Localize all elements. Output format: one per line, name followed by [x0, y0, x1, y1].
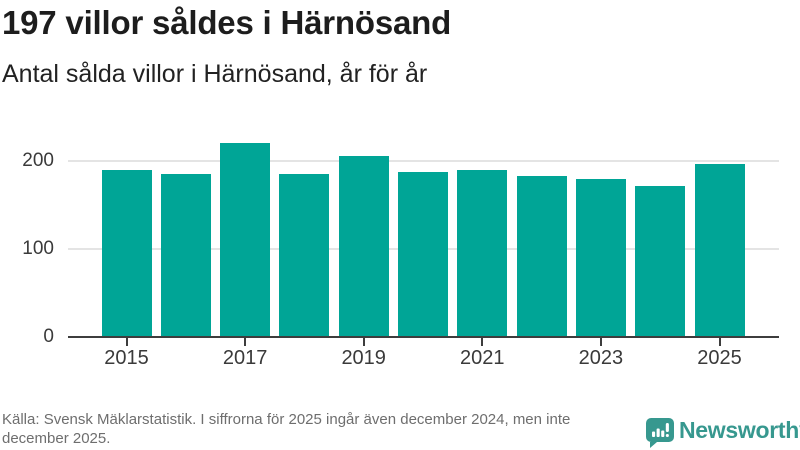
- gridline-200: [68, 160, 779, 162]
- x-tick-2025: [718, 337, 721, 346]
- bar-2021: [457, 169, 508, 337]
- x-tick-label-2019: 2019: [341, 347, 386, 369]
- x-tick-2019: [362, 337, 365, 346]
- x-tick-label-2017: 2017: [222, 347, 268, 369]
- newsworthy-logo: Newsworthy: [646, 416, 800, 448]
- x-tick-2021: [481, 337, 484, 346]
- x-tick-label-2025: 2025: [697, 347, 742, 369]
- x-tick-label-2023: 2023: [578, 347, 624, 369]
- x-tick-2017: [244, 337, 247, 346]
- y-tick-label-100: 100: [22, 237, 54, 259]
- bar-2016: [160, 174, 211, 337]
- bar-2022: [516, 175, 567, 337]
- brand-name: Newsworthy: [679, 417, 800, 443]
- bar-2017: [220, 142, 271, 337]
- source-note: Källa: Svensk Mäklarstatistik. I siffror…: [2, 411, 571, 448]
- y-tick-label-0: 0: [43, 325, 54, 347]
- bar-2024: [635, 185, 686, 337]
- bar-2025: [694, 163, 745, 337]
- bar-2023: [575, 178, 626, 337]
- page-title: 197 villor såldes i Härnösand: [2, 4, 452, 41]
- page-subtitle: Antal sålda villor i Härnösand, år för å…: [2, 60, 428, 88]
- bar-2015: [101, 169, 152, 337]
- x-tick-label-2015: 2015: [104, 347, 149, 369]
- x-tick-label-2021: 2021: [460, 347, 505, 369]
- x-axis-line: [68, 335, 779, 338]
- x-tick-2023: [599, 337, 602, 346]
- bar-2020: [398, 172, 448, 337]
- bar-2019: [338, 155, 389, 337]
- bar-2018: [279, 174, 330, 337]
- x-tick-2015: [125, 337, 128, 346]
- y-tick-label-200: 200: [22, 150, 54, 171]
- bar-chart-speech-bubble-icon: [646, 418, 674, 448]
